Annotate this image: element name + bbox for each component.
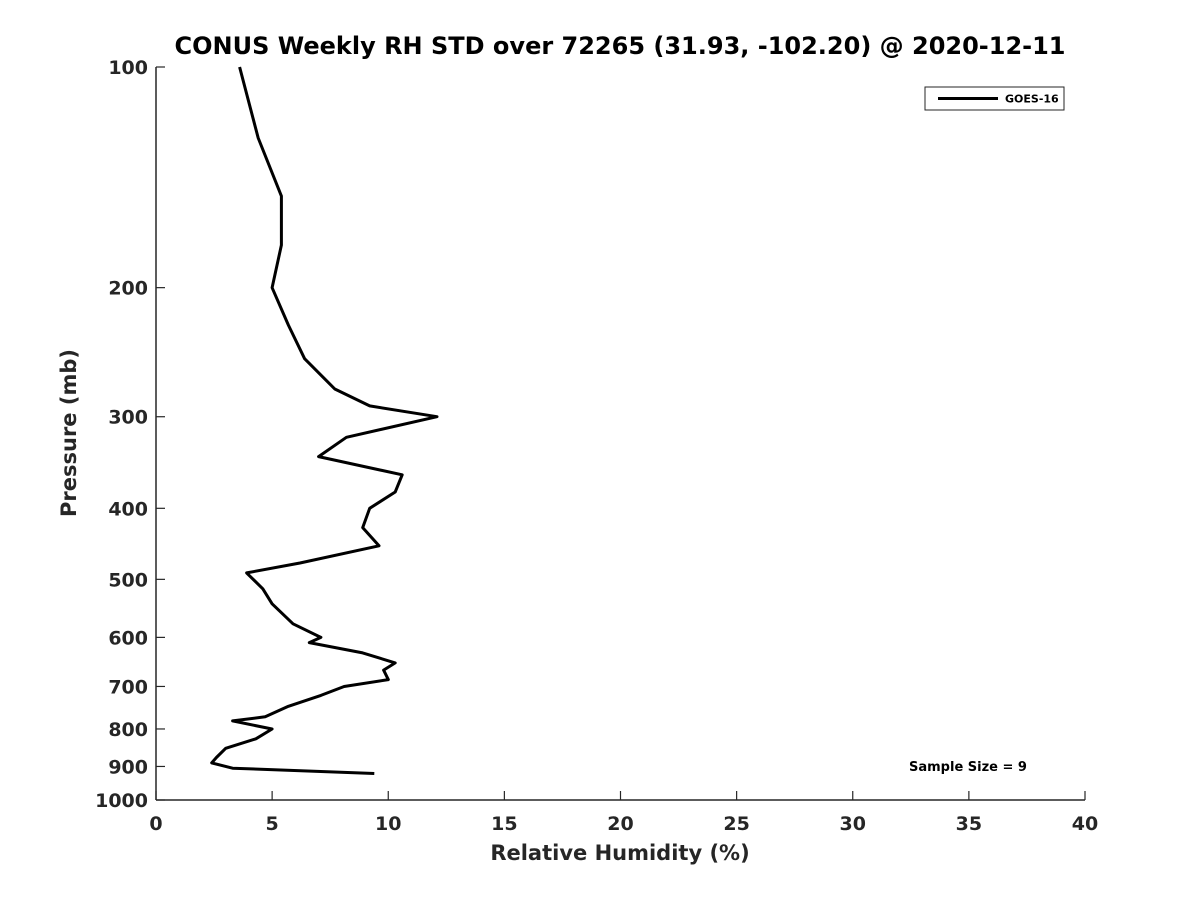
y-tick-label: 800 bbox=[108, 719, 148, 741]
y-tick-label: 200 bbox=[108, 278, 148, 300]
x-tick-label: 0 bbox=[149, 813, 162, 835]
x-tick-label: 25 bbox=[723, 813, 749, 835]
x-tick-label: 35 bbox=[956, 813, 982, 835]
legend-label-goes-16: GOES-16 bbox=[1005, 93, 1059, 106]
y-axis-label: Pressure (mb) bbox=[57, 349, 81, 517]
y-axis: 100 200 300 400 500 600 700 800 900 1000 bbox=[95, 57, 165, 812]
x-axis: 0 5 10 15 20 25 30 35 40 bbox=[149, 791, 1098, 835]
x-tick-label: 10 bbox=[375, 813, 401, 835]
x-axis-label: Relative Humidity (%) bbox=[490, 841, 749, 865]
y-tick-label: 500 bbox=[108, 569, 148, 591]
x-tick-label: 5 bbox=[266, 813, 279, 835]
y-tick-label: 400 bbox=[108, 498, 148, 520]
chart-title: CONUS Weekly RH STD over 72265 (31.93, -… bbox=[174, 32, 1065, 60]
legend: GOES-16 bbox=[924, 86, 1065, 111]
y-tick-label: 900 bbox=[108, 756, 148, 778]
y-tick-label: 600 bbox=[108, 627, 148, 649]
y-tick-label: 100 bbox=[108, 57, 148, 79]
plot-area bbox=[210, 66, 439, 775]
sample-size-annotation: Sample Size = 9 bbox=[909, 760, 1027, 775]
y-tick-label: 300 bbox=[108, 407, 148, 429]
x-tick-label: 40 bbox=[1072, 813, 1098, 835]
series-line-goes-16 bbox=[210, 66, 439, 775]
y-tick-label: 700 bbox=[108, 676, 148, 698]
x-tick-label: 30 bbox=[840, 813, 866, 835]
y-tick-label: 1000 bbox=[95, 790, 148, 812]
x-tick-label: 15 bbox=[491, 813, 517, 835]
x-tick-label: 20 bbox=[607, 813, 633, 835]
